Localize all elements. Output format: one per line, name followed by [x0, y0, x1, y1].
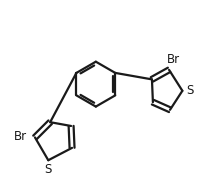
Text: Br: Br — [14, 130, 27, 143]
Text: S: S — [186, 84, 193, 97]
Text: Br: Br — [167, 53, 180, 66]
Text: S: S — [45, 163, 52, 176]
